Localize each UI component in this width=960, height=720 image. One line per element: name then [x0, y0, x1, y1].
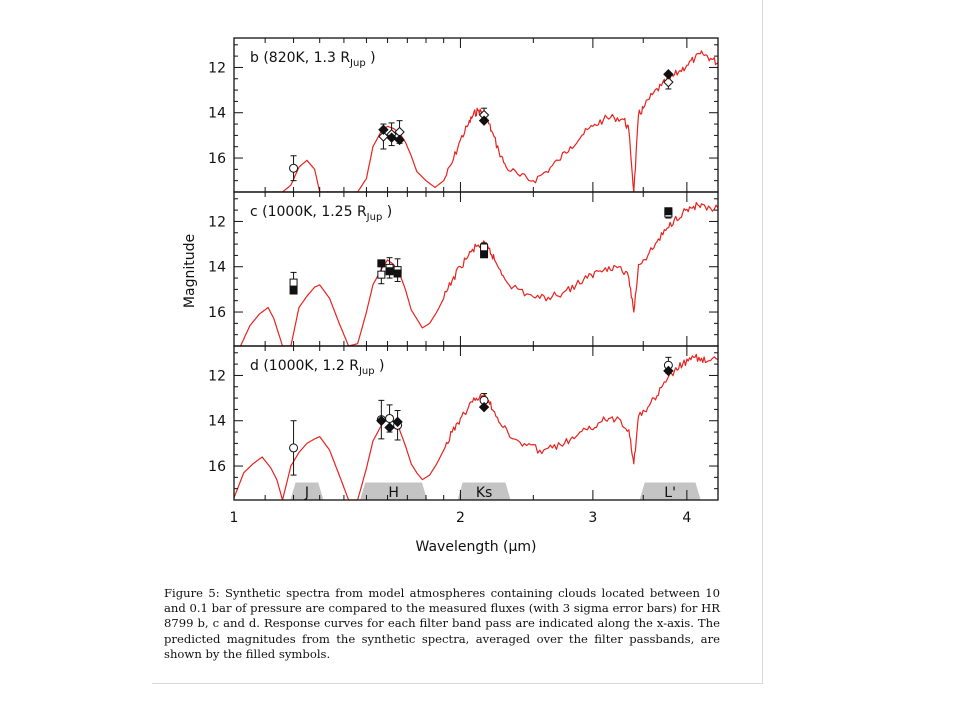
predicted-magnitude-marker: [386, 132, 397, 143]
panel-3-plot: [234, 353, 718, 500]
y-axis-label: Magnitude: [182, 234, 198, 308]
panel-label: c (1000K, 1.25 RJup ): [250, 204, 392, 223]
x-tick-label: 3: [588, 510, 597, 526]
document-page: [152, 0, 763, 684]
measured-marker: [289, 278, 298, 287]
measured-point: [289, 420, 299, 476]
measured-marker: [377, 270, 386, 279]
predicted-magnitude-marker: [394, 134, 405, 146]
y-tick-label: 14: [208, 260, 226, 276]
measured-marker: [289, 163, 299, 173]
spectra-figure: J H Ks L' b (820K, 1.3 RJup ) c (1000K, 1.25…: [182, 37, 719, 555]
filter-label: Ks: [476, 485, 492, 501]
predicted-magnitude-marker: [377, 259, 386, 268]
measured-marker: [663, 76, 674, 88]
measured-point: [377, 265, 386, 285]
panel-label: d (1000K, 1.2 RJup ): [250, 358, 385, 377]
y-tick-label: 12: [208, 214, 226, 230]
predicted-magnitude-marker: [385, 267, 394, 276]
predicted-magnitude-marker: [478, 401, 490, 413]
y-tick-label: 16: [208, 459, 226, 475]
measured-marker: [289, 443, 299, 453]
predicted-magnitude-marker: [393, 269, 402, 278]
x-tick-label: 1: [230, 510, 239, 526]
predicted-magnitude-marker: [478, 115, 490, 126]
model-spectrum-line: [265, 50, 718, 192]
panel-1-plot: [265, 50, 718, 192]
spectrum-panels: b (820K, 1.3 RJup ) c (1000K, 1.25 RJup )…: [234, 50, 718, 500]
y-tick-label: 16: [208, 305, 226, 321]
panel-3-frame: [233, 345, 719, 501]
measured-marker: [378, 131, 389, 142]
measured-marker: [480, 243, 489, 252]
predicted-magnitude-marker: [289, 286, 298, 295]
measured-point: [289, 155, 299, 182]
y-tick-label: 14: [208, 106, 226, 122]
predicted-magnitude-marker: [480, 250, 489, 259]
x-axis-label: Wavelength (μm): [416, 539, 537, 555]
predicted-magnitude-marker: [663, 69, 674, 80]
x-tick-label: 4: [682, 510, 691, 526]
filter-label: L': [664, 485, 676, 501]
y-tick-label: 16: [208, 151, 226, 167]
y-tick-label: 14: [208, 414, 226, 430]
predicted-magnitude-marker: [392, 416, 403, 428]
model-spectrum-line: [234, 353, 718, 500]
panel-label: b (820K, 1.3 RJup ): [250, 50, 376, 69]
predicted-magnitude-marker: [376, 415, 387, 426]
x-tick-label: 2: [456, 510, 465, 526]
predicted-magnitude-marker: [664, 207, 673, 216]
filter-label: J: [304, 485, 309, 501]
y-tick-label: 12: [208, 368, 226, 384]
panel-2-plot: [239, 201, 718, 346]
figure-caption: Figure 5: Synthetic spectra from model a…: [164, 586, 720, 661]
measured-marker: [385, 413, 395, 423]
y-tick-label: 12: [208, 60, 226, 76]
predicted-magnitude-marker: [384, 422, 395, 433]
model-spectrum-line: [239, 201, 718, 346]
filter-band-curves: J H Ks L': [290, 482, 701, 501]
filter-label: H: [388, 485, 399, 501]
predicted-magnitude-marker: [663, 365, 674, 377]
predicted-magnitude-marker: [378, 124, 389, 135]
